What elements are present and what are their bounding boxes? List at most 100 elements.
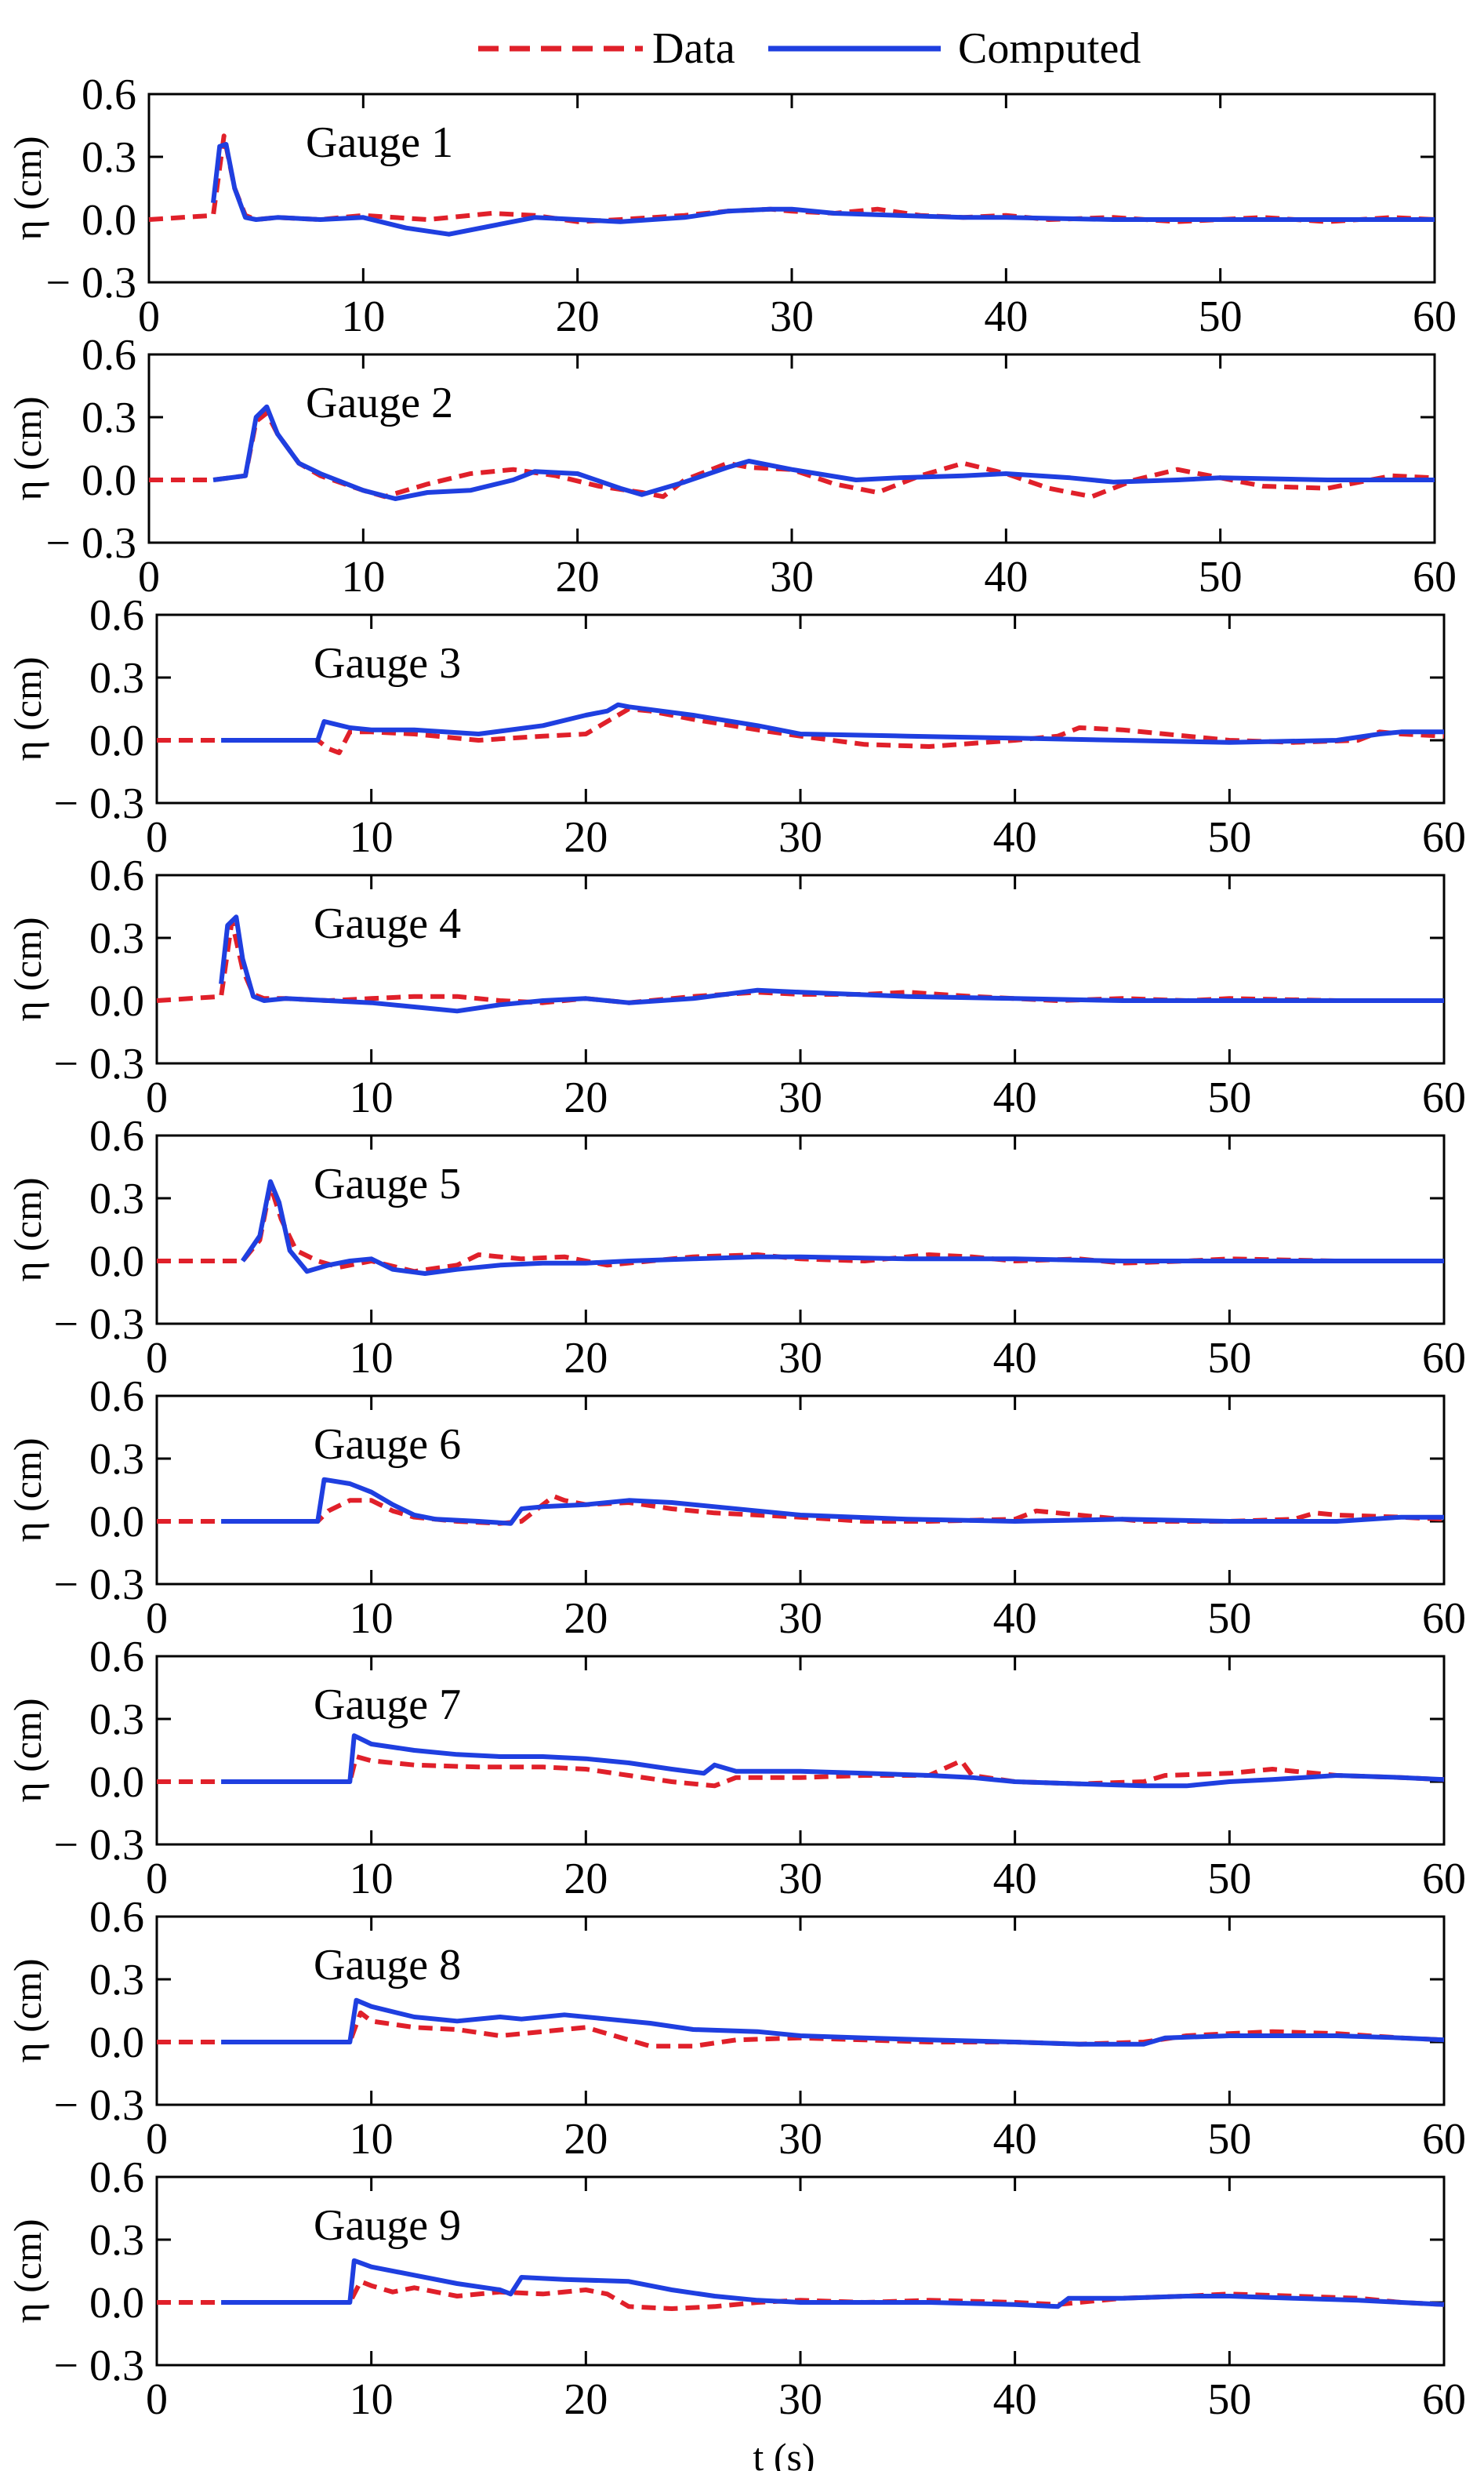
x-tick-label: 30 [778,2115,822,2164]
y-tick-label: 0.3 [89,654,144,703]
x-tick-label: 0 [146,2375,168,2424]
x-tick-label: 40 [993,1594,1037,1643]
x-tick-label: 60 [1422,1855,1466,1903]
x-tick-label: 20 [564,2115,608,2164]
x-tick-label: 50 [1207,2375,1251,2424]
gauge-title: Gauge 4 [314,899,461,948]
gauge-title: Gauge 8 [314,1941,461,1990]
x-tick-label: 0 [146,1334,168,1383]
x-tick-label: 10 [350,2375,394,2424]
series-data-line [157,2279,1445,2311]
x-tick-label: 50 [1207,813,1251,862]
series-computed-line [221,1733,1445,1789]
x-tick-label: 40 [993,1855,1037,1903]
x-tick-label: 60 [1422,2375,1466,2424]
y-axis-label: η (cm) [5,1958,49,2062]
x-tick-label: 40 [993,813,1037,862]
y-tick-label: 0.3 [89,1175,144,1223]
y-tick-label: − 0.3 [53,1821,144,1870]
y-tick-label: 0.0 [89,717,144,765]
gauge-title: Gauge 2 [306,379,453,427]
x-tick-label: 0 [138,293,160,341]
panels: 0 10 20 30 40 50 600.60.30.0− 0.3η (cm) Gauge 1… [5,71,1466,2424]
y-tick-label: 0.0 [82,196,136,245]
x-tick-label: 10 [350,1594,394,1643]
y-tick-label: − 0.3 [45,519,136,568]
x-tick-label: 30 [778,1855,822,1903]
x-tick-label: 60 [1422,813,1466,862]
y-tick-label: 0.0 [89,1237,144,1286]
x-tick-label: 20 [564,1594,608,1643]
x-tick-label: 10 [341,553,385,601]
gauge-panel-7: 0 10 20 30 40 50 60 0.6 0.3 0.0 − 0.3η (cm) Gauge 7 [5,1633,1466,1903]
y-axis-label: η (cm) [5,136,49,240]
x-tick-label: 60 [1422,1074,1466,1122]
x-tick-label: 0 [146,2115,168,2164]
y-tick-label: 0.0 [89,2019,144,2067]
series-computed-line [211,142,1435,237]
x-tick-label: 40 [993,2115,1037,2164]
x-tick-label: 30 [778,2375,822,2424]
x-tick-label: 50 [1207,1594,1251,1643]
x-tick-label: 20 [564,1334,608,1383]
x-tick-label: 0 [146,1074,168,1122]
y-axis-label: η (cm) [5,917,49,1021]
y-tick-label: 0.3 [89,914,144,963]
y-tick-label: 0.6 [89,2153,144,2202]
x-tick-label: 60 [1413,553,1457,601]
x-tick-label: 10 [350,1074,394,1122]
gauge-panel-3: 0 10 20 30 40 50 60 0.6 0.3 0.0 − 0.3η (cm) Gauge 3 [5,591,1466,862]
gauge-title: Gauge 6 [314,1420,461,1469]
gauge-panel-2: 0 10 20 30 40 50 60 0.6 0.3 0.0 − 0.3 η (cm) Gauge 2 [5,331,1457,601]
y-axis-label: η (cm) [5,1177,49,1281]
y-tick-label: − 0.3 [53,1561,144,1609]
x-tick-label: 30 [770,293,814,341]
x-tick-label: 30 [770,553,814,601]
y-axis-label: η (cm) [5,656,49,761]
series-data-line [157,1754,1445,1789]
x-tick-label: 10 [350,2115,394,2164]
y-tick-label: 0.3 [89,1956,144,2004]
x-tick-label: 20 [564,1074,608,1122]
gauge-panel-4: 0 10 20 30 40 50 60 0.6 0.3 0.0 − 0.3η (cm) Gauge 4 [5,852,1466,1122]
x-tick-label: 0 [146,813,168,862]
x-tick-label: 20 [564,813,608,862]
x-tick-label: 0 [146,1594,168,1643]
x-tick-label: 60 [1422,1594,1466,1643]
y-axis-label: η (cm) [5,1698,49,1802]
y-tick-label: − 0.3 [53,1300,144,1349]
x-tick-label: 40 [993,1074,1037,1122]
x-axis-label: t (s) [753,2435,815,2471]
y-tick-label: 0.0 [89,2279,144,2327]
y-tick-label: 0.0 [89,1758,144,1807]
x-tick-label: 20 [556,553,600,601]
x-tick-label: 10 [350,1334,394,1383]
y-tick-label: − 0.3 [45,259,136,307]
x-tick-label: 10 [350,813,394,862]
gauge-panel-1: 0 10 20 30 40 50 60 0.6 0.3 0.0 − 0.3 η (cm) Gauge 1 [5,71,1457,341]
x-tick-label: 50 [1207,1334,1251,1383]
x-tick-label: 10 [341,293,385,341]
x-tick-label: 50 [1207,1074,1251,1122]
y-axis-label: η (cm) [5,1437,49,1542]
y-tick-label: 0.3 [82,133,136,182]
x-tick-label: 30 [778,813,822,862]
y-tick-label: 0.0 [89,1498,144,1546]
legend-data-label: Data [652,24,735,73]
gauge-title: Gauge 1 [306,118,453,167]
y-tick-label: 0.6 [89,1112,144,1161]
legend-computed-label: Computed [958,24,1141,73]
y-tick-label: 0.3 [82,394,136,442]
x-tick-label: 60 [1422,1334,1466,1383]
legend: Data Computed [478,24,1141,73]
series-computed-line [241,1179,1444,1276]
y-tick-label: − 0.3 [53,1040,144,1088]
y-tick-label: 0.6 [82,71,136,119]
y-tick-label: 0.6 [82,331,136,380]
x-tick-label: 0 [146,1855,168,1903]
y-tick-label: 0.3 [89,2216,144,2265]
x-tick-label: 0 [138,553,160,601]
x-tick-label: 30 [778,1074,822,1122]
y-tick-label: − 0.3 [53,2342,144,2390]
